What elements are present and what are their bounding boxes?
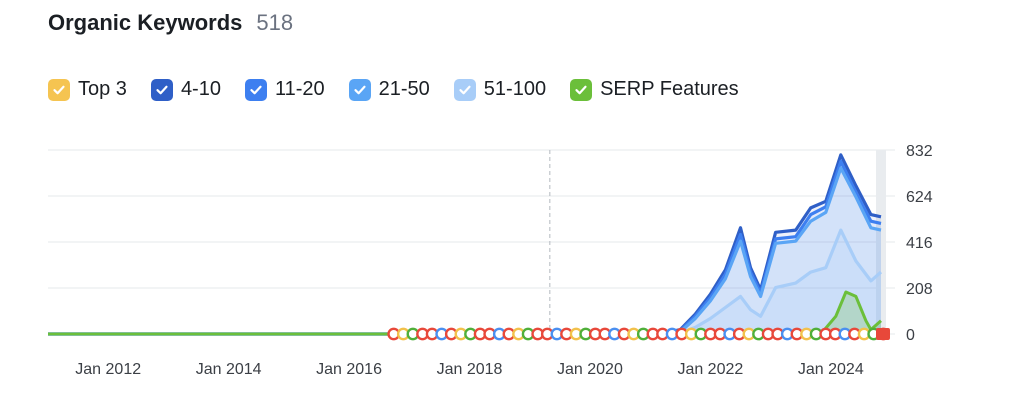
check-icon [570, 78, 593, 101]
chart-title: Organic Keywords [48, 10, 243, 35]
x-tick-label: Jan 2018 [437, 361, 503, 378]
check-icon [244, 78, 267, 101]
legend-item-4-10[interactable]: 4-10 [150, 78, 221, 101]
x-tick-label: Jan 2016 [316, 361, 382, 378]
check-icon [453, 78, 476, 101]
check-icon [348, 78, 371, 101]
current-period-band [876, 150, 886, 334]
series-line [48, 166, 882, 336]
legend-item-21-50[interactable]: 21-50 [348, 78, 430, 101]
legend-label: Top 3 [78, 78, 127, 100]
y-tick-label: 0 [906, 327, 915, 344]
legend: Top 3 4-10 11-20 21-50 51-100 SERP Featu… [48, 78, 739, 101]
check-icon [150, 78, 173, 101]
legend-item-51-100[interactable]: 51-100 [453, 78, 547, 101]
series-areas [48, 154, 881, 334]
y-tick-label: 832 [906, 143, 933, 160]
legend-label: 11-20 [274, 78, 325, 100]
y-tick-label: 416 [906, 235, 933, 252]
latest-event-marker [876, 328, 890, 340]
series-area [48, 154, 881, 334]
legend-item-top3[interactable]: Top 3 [48, 78, 127, 101]
legend-label: SERP Features [600, 78, 739, 100]
keyword-count: 518 [256, 10, 294, 35]
x-tick-label: Jan 2014 [196, 361, 262, 378]
x-axis: Jan 2012 Jan 2014 Jan 2016 Jan 2018 Jan 2020… [75, 361, 864, 378]
legend-item-11-20[interactable]: 11-20 [244, 78, 325, 101]
legend-label: 51-100 [483, 78, 547, 100]
x-tick-label: Jan 2020 [557, 361, 623, 378]
series-area [48, 161, 881, 334]
legend-label: 21-50 [378, 78, 430, 100]
y-tick-label: 208 [906, 281, 933, 298]
legend-item-serp-features[interactable]: SERP Features [570, 78, 739, 101]
x-tick-label: Jan 2022 [677, 361, 743, 378]
x-tick-label: Jan 2024 [798, 361, 864, 378]
series-area [48, 168, 881, 334]
event-markers[interactable] [387, 327, 890, 341]
x-tick-label: Jan 2012 [75, 361, 141, 378]
y-axis: 832 624 416 208 0 [906, 143, 933, 344]
y-tick-label: 624 [906, 189, 933, 206]
legend-label: 4-10 [180, 78, 221, 100]
check-icon [48, 78, 70, 101]
series-area [48, 230, 881, 334]
chart-header: Organic Keywords 518 [48, 10, 293, 36]
